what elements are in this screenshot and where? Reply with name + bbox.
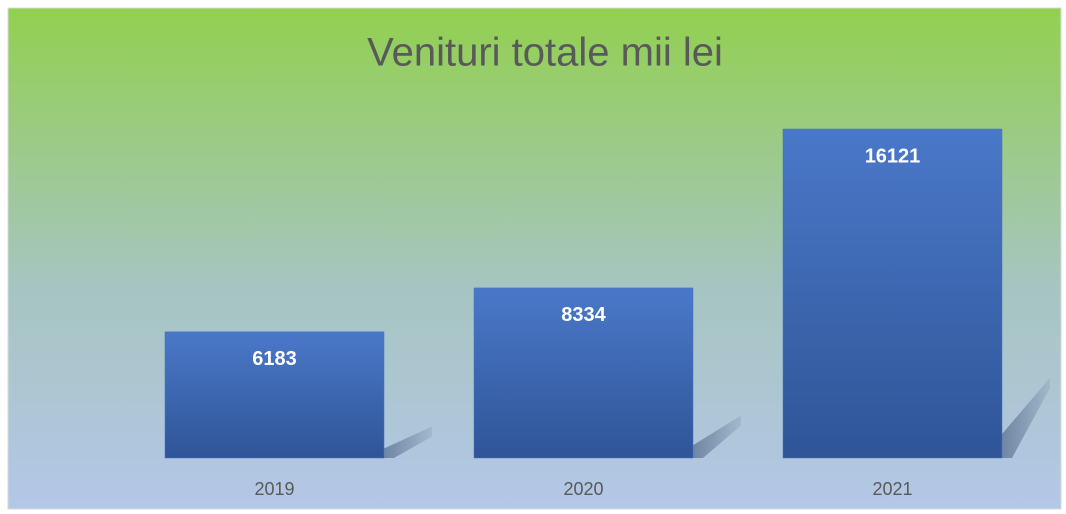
x-tick-label: 2020 (563, 479, 603, 499)
bar (782, 128, 1003, 459)
data-label: 6183 (252, 348, 297, 370)
bar-shadow (693, 415, 741, 458)
x-tick-label: 2019 (254, 479, 294, 499)
data-label: 16121 (865, 145, 921, 167)
chart-title: Venituri totale mii lei (367, 31, 723, 75)
bar-shadow (384, 426, 432, 458)
bar (473, 287, 694, 459)
data-label: 8334 (561, 304, 606, 326)
bar-shadow (1002, 378, 1050, 458)
bar (164, 331, 385, 459)
x-tick-label: 2021 (872, 479, 912, 499)
